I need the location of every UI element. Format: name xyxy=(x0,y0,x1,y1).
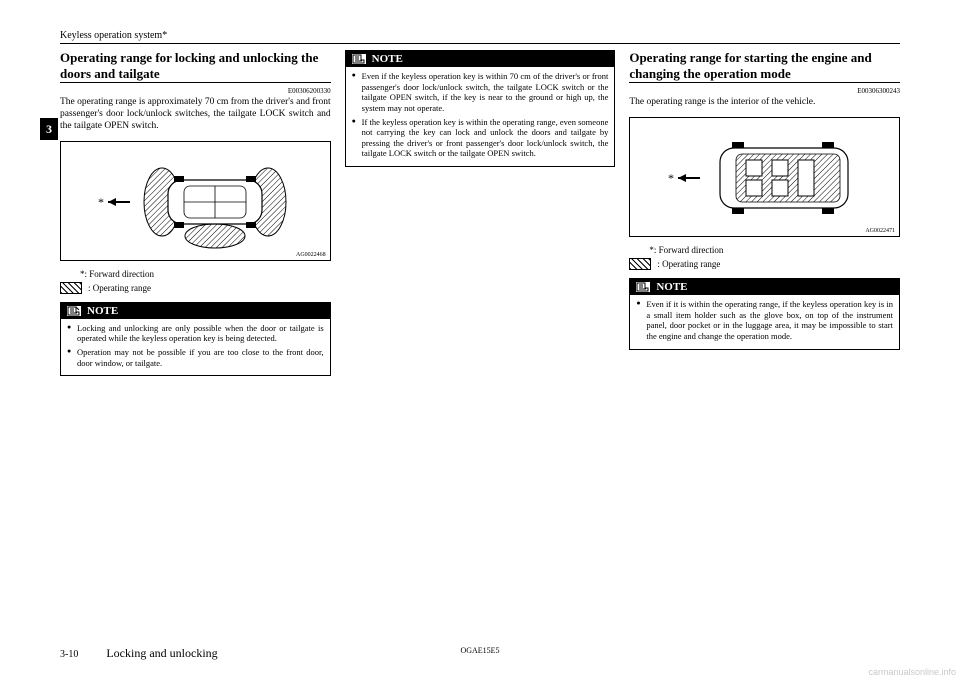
note-box-col3: NOTE Even if it is within the operating … xyxy=(629,278,900,350)
note-heading: NOTE xyxy=(630,279,899,295)
note-box-col1: NOTE Locking and unlocking are only poss… xyxy=(60,302,331,377)
content-columns: Operating range for locking and unlockin… xyxy=(60,50,900,376)
column-2: NOTE Even if the keyless operation key i… xyxy=(345,50,616,376)
note-icon xyxy=(67,306,81,316)
figure-starting-range: * xyxy=(629,117,900,237)
section-title-starting: Operating range for starting the engine … xyxy=(629,50,900,81)
note-label: NOTE xyxy=(87,305,118,317)
rule xyxy=(629,82,900,83)
watermark: carmanualsonline.info xyxy=(868,667,956,677)
caption-text: *: Forward direction xyxy=(60,269,154,279)
footer-section: Locking and unlocking xyxy=(106,646,217,661)
caption-forward: *: Forward direction xyxy=(629,245,900,255)
hatch-icon xyxy=(60,282,82,294)
caption-text: : Operating range xyxy=(88,283,151,293)
figure-code: AG0022468 xyxy=(296,252,326,258)
caption-range: : Operating range xyxy=(629,258,900,270)
note-icon xyxy=(352,54,366,64)
svg-text:*: * xyxy=(668,171,674,185)
note-body: Even if the keyless operation key is wit… xyxy=(346,67,615,166)
note-icon xyxy=(636,282,650,292)
caption-forward: *: Forward direction xyxy=(60,269,331,279)
note-body: Locking and unlocking are only possible … xyxy=(61,319,330,376)
note-body: Even if it is within the operating range… xyxy=(630,295,899,349)
figure-locking-range: * AG0022 xyxy=(60,141,331,261)
chapter-tab: 3 xyxy=(40,118,58,140)
ref-code: E00306200330 xyxy=(60,87,331,95)
note-heading: NOTE xyxy=(346,51,615,67)
note-box-col2: NOTE Even if the keyless operation key i… xyxy=(345,50,616,167)
svg-text:*: * xyxy=(98,195,104,209)
page-number: 3-10 xyxy=(60,649,78,660)
page-footer: 3-10 Locking and unlocking OGAE15E5 xyxy=(60,646,900,661)
note-item: If the keyless operation key is within t… xyxy=(352,117,609,160)
column-1: Operating range for locking and unlockin… xyxy=(60,50,331,376)
rule xyxy=(60,82,331,83)
caption-range: : Operating range xyxy=(60,282,331,294)
hatch-icon xyxy=(629,258,651,270)
column-3: Operating range for starting the engine … xyxy=(629,50,900,376)
caption-text: *: Forward direction xyxy=(629,245,723,255)
note-label: NOTE xyxy=(372,53,403,65)
figure-code: AG0022471 xyxy=(865,228,895,234)
body-text: The operating range is the interior of t… xyxy=(629,97,900,109)
section-title-locking: Operating range for locking and unlockin… xyxy=(60,50,331,81)
ref-code: E00306300243 xyxy=(629,87,900,95)
footer-doc-id: OGAE15E5 xyxy=(460,646,499,655)
note-label: NOTE xyxy=(656,281,687,293)
body-text: The operating range is approximately 70 … xyxy=(60,97,331,133)
note-item: Even if the keyless operation key is wit… xyxy=(352,71,609,114)
note-item: Locking and unlocking are only possible … xyxy=(67,323,324,344)
caption-text: : Operating range xyxy=(657,259,720,269)
note-item: Even if it is within the operating range… xyxy=(636,299,893,342)
note-heading: NOTE xyxy=(61,303,330,319)
note-item: Operation may not be possible if you are… xyxy=(67,347,324,368)
page-header: Keyless operation system* xyxy=(60,30,900,44)
